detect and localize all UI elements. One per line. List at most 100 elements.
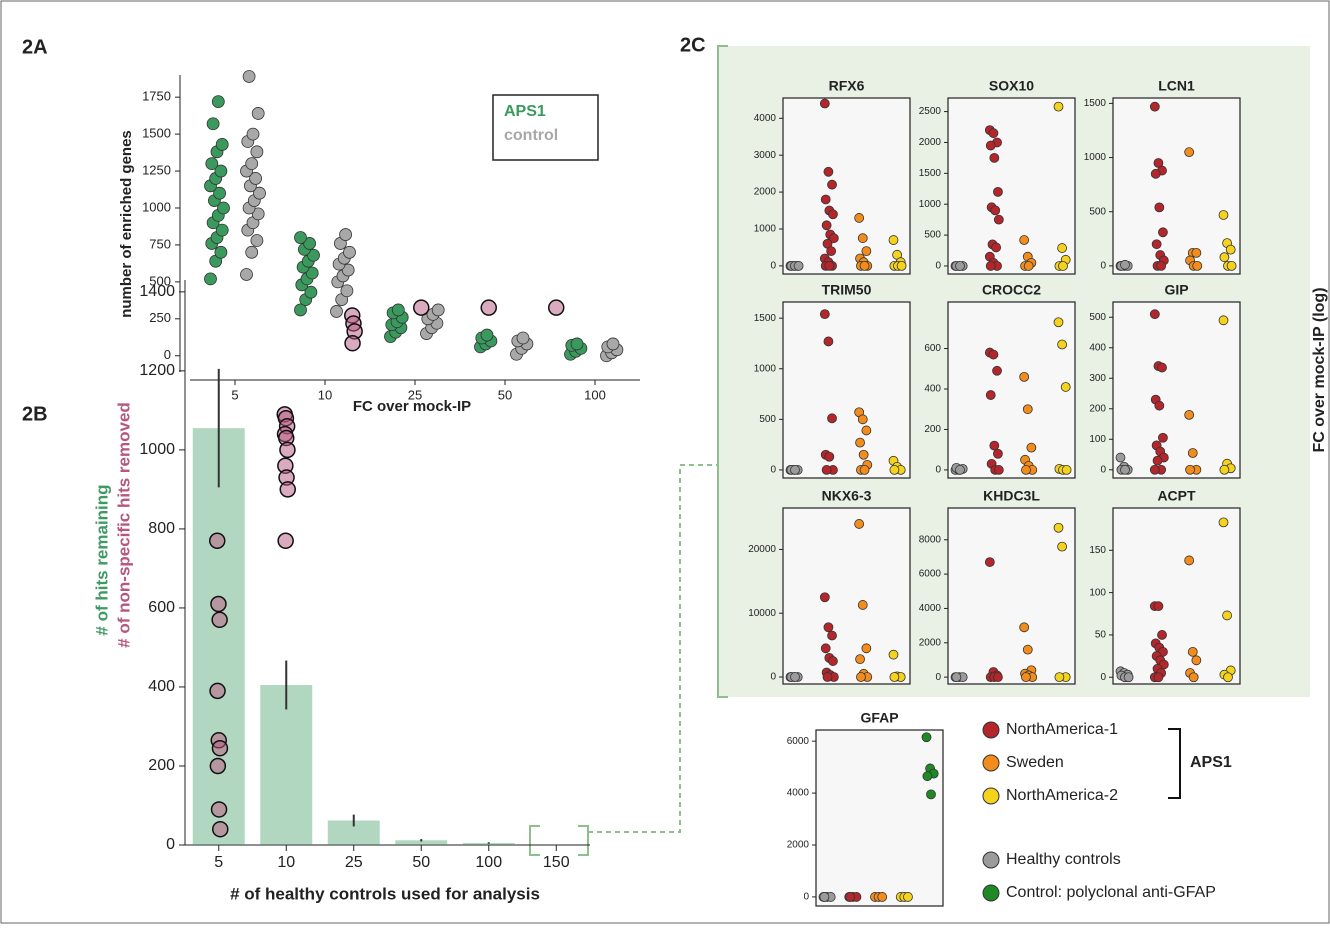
y-tick-label: 6000 <box>787 736 810 747</box>
data-point <box>480 299 497 316</box>
data-point <box>339 228 353 241</box>
data-point <box>1157 630 1167 640</box>
data-point <box>856 672 866 682</box>
data-point <box>1019 622 1030 633</box>
y-tick-label: 150 <box>1089 545 1106 556</box>
x-tick-label: 50 <box>412 854 430 871</box>
y-tick-label: 0 <box>1100 464 1106 475</box>
data-point <box>1026 442 1037 453</box>
data-point <box>1120 259 1130 270</box>
y-axis-label: # of hits remaining <box>92 484 111 635</box>
subplot-frame <box>782 301 911 479</box>
data-point <box>279 441 296 459</box>
data-point <box>820 194 831 205</box>
data-point <box>1149 309 1160 320</box>
subplot-title: GFAP <box>860 710 898 726</box>
data-point <box>820 643 831 654</box>
data-point <box>251 207 265 221</box>
data-point <box>431 303 445 317</box>
subplot-title: GIP <box>1164 282 1188 298</box>
data-point <box>277 532 294 550</box>
x-tick-label: 100 <box>475 854 502 871</box>
data-point <box>1057 339 1067 350</box>
data-point <box>1053 317 1064 328</box>
data-point <box>985 140 996 151</box>
data-point <box>1184 555 1195 566</box>
data-point <box>1023 261 1034 271</box>
data-point <box>209 757 227 775</box>
y-tick-label: 1000 <box>754 363 777 374</box>
data-point <box>249 172 263 185</box>
subplot-title: RFX6 <box>829 78 865 94</box>
subplot-frame <box>1112 301 1241 479</box>
panel-label: 2A <box>22 36 48 58</box>
data-point <box>888 235 899 245</box>
y-tick-label: 2500 <box>919 106 942 117</box>
x-tick-label: 25 <box>408 387 422 402</box>
y-tick-label: 0 <box>1100 672 1106 683</box>
data-point <box>253 186 266 200</box>
data-point <box>859 260 870 271</box>
subplot-frame <box>947 301 1076 479</box>
y-tick-label: 8000 <box>919 534 942 545</box>
data-point <box>1154 202 1165 213</box>
y-tick-label: 1200 <box>139 362 175 379</box>
data-point <box>215 138 229 151</box>
data-point <box>861 425 872 436</box>
legend-marker <box>982 754 1000 772</box>
data-point <box>877 892 888 902</box>
y-tick-label: 1250 <box>142 162 171 177</box>
subplot-title: NKX6-3 <box>822 488 872 504</box>
data-point <box>1153 601 1164 612</box>
data-point <box>827 413 837 424</box>
data-point <box>857 600 868 610</box>
data-point <box>951 672 962 683</box>
bar <box>395 840 448 845</box>
data-point <box>1060 382 1071 392</box>
y-tick-label: 1000 <box>754 224 777 235</box>
data-point <box>921 732 932 743</box>
data-point <box>819 892 830 902</box>
y-tick-label: 1500 <box>142 126 171 141</box>
data-point <box>341 263 355 277</box>
x-axis-label: FC over mock-IP <box>353 398 471 415</box>
data-point <box>993 672 1003 683</box>
data-point <box>204 272 217 286</box>
legend-label: Sweden <box>1006 754 1064 771</box>
data-point <box>1149 464 1160 475</box>
y-tick-label: 0 <box>770 261 776 272</box>
data-point <box>827 630 837 641</box>
x-tick-label: 50 <box>498 387 512 402</box>
data-point <box>279 481 296 498</box>
data-point <box>206 117 220 131</box>
data-point <box>1154 400 1165 411</box>
bar-150-bracket <box>529 825 589 856</box>
legend-group-label: APS1 <box>1190 754 1232 771</box>
y-tick-label: 4000 <box>754 113 777 124</box>
data-point <box>1021 465 1031 475</box>
data-point <box>606 337 620 351</box>
data-point <box>1192 260 1203 271</box>
data-point <box>1219 252 1230 263</box>
data-point <box>330 305 343 318</box>
data-point <box>303 237 317 250</box>
data-point <box>211 611 228 629</box>
data-point <box>857 414 868 425</box>
data-point <box>824 451 835 462</box>
y-tick-label: 1750 <box>142 89 171 104</box>
subplot-frame <box>947 97 1076 275</box>
x-tick-label: 25 <box>345 854 363 871</box>
y-tick-label: 100 <box>1089 434 1106 445</box>
subplot-title: LCN1 <box>1158 78 1195 94</box>
data-point <box>819 98 830 109</box>
data-point <box>1022 404 1033 415</box>
data-point <box>211 95 225 108</box>
legend-label: Control: polyclonal anti-GFAP <box>1006 884 1216 901</box>
y-tick-label: 0 <box>166 836 175 853</box>
x-tick-label: 5 <box>231 387 238 402</box>
y-tick-label: 500 <box>759 414 776 425</box>
data-point <box>1184 409 1195 420</box>
data-point <box>988 349 999 360</box>
legend-box <box>492 94 599 161</box>
